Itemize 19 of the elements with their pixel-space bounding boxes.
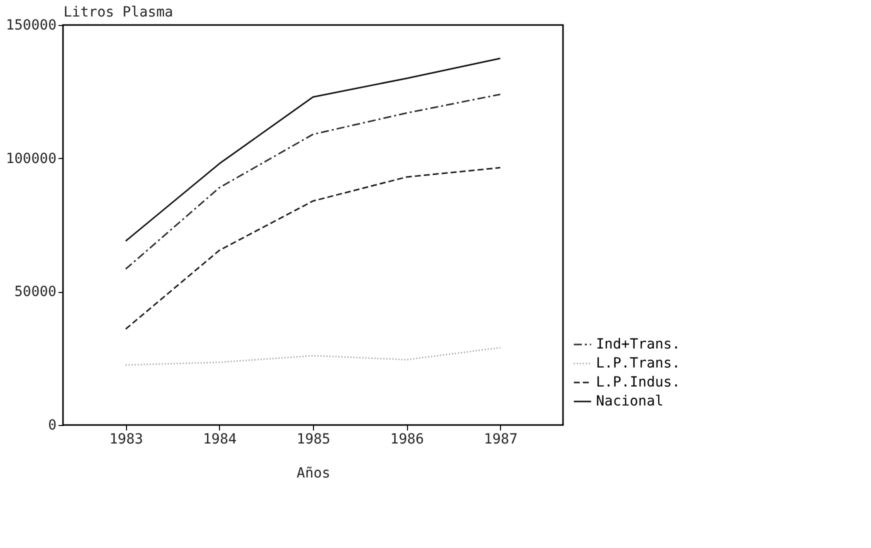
y-tick-label: 0 bbox=[48, 418, 56, 434]
legend-label: L.P.Indus. bbox=[596, 374, 680, 390]
x-tick-label: 1986 bbox=[390, 432, 424, 448]
legend-label: Ind+Trans. bbox=[596, 336, 680, 352]
line-series bbox=[124, 58, 502, 242]
x-tick-label: 1984 bbox=[203, 432, 237, 448]
line-series bbox=[124, 94, 502, 270]
x-tick-label: 1987 bbox=[484, 432, 518, 448]
x-axis-title: Años bbox=[296, 466, 330, 482]
legend-label: Nacional bbox=[596, 394, 664, 410]
x-tick-label: 1983 bbox=[109, 432, 144, 448]
y-tick-label: 100000 bbox=[6, 150, 56, 167]
y-tick-label: 50000 bbox=[14, 284, 56, 300]
y-tick-label: 150000 bbox=[6, 18, 56, 34]
line-series bbox=[124, 346, 502, 366]
legend-label: L.P.Trans. bbox=[596, 356, 680, 372]
y-axis-title: Litros Plasma bbox=[64, 4, 174, 20]
x-tick-label: 1985 bbox=[296, 432, 330, 448]
line-series bbox=[124, 166, 502, 330]
